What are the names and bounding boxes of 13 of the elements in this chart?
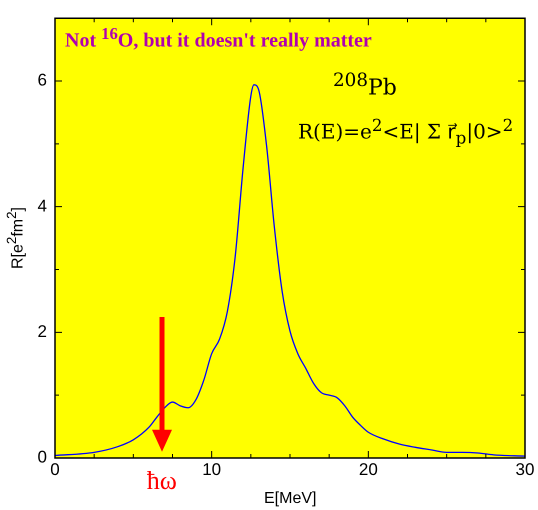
chart-title: Not $^{16}$O, but it doesn't really matter	[65, 24, 372, 53]
y-tick-label: 6	[38, 70, 47, 90]
x-axis-title: E[MeV]	[264, 490, 316, 508]
x-tick-label: 30	[516, 460, 534, 479]
x-tick-label: 0	[50, 460, 60, 479]
y-tick-label: 2	[38, 322, 47, 342]
x-tick-label: 10	[202, 460, 222, 479]
text: ħω	[146, 466, 177, 496]
x-tick-label: 20	[358, 460, 378, 479]
annotation: $^{208}$Pb	[333, 70, 397, 101]
y-tick-label: 0	[38, 448, 47, 467]
y-tick-label: 4	[38, 196, 47, 216]
annotation: R(E)=e$^{2}$<E| Σ r⃗$_{p}$|0>$^{2}$	[298, 116, 514, 148]
